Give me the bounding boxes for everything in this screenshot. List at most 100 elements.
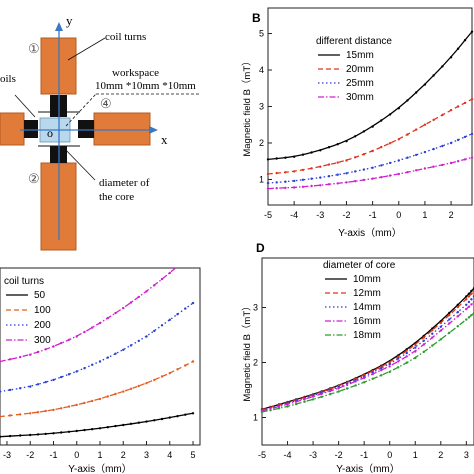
data-point	[91, 399, 94, 403]
data-point	[397, 107, 400, 110]
legend-title: different distance	[316, 36, 392, 47]
data-point	[29, 353, 32, 356]
x-tick-label: 5	[191, 450, 196, 460]
data-point	[380, 367, 383, 370]
data-point	[371, 177, 374, 180]
data-point	[275, 187, 278, 190]
data-point	[114, 311, 117, 315]
data-point	[470, 303, 473, 306]
data-point	[345, 140, 348, 143]
y-tick-label: 1	[259, 174, 264, 184]
data-point	[303, 398, 306, 401]
data-point	[52, 432, 55, 435]
data-point	[19, 413, 22, 416]
data-point	[337, 390, 340, 393]
chart-panel-d: -5 -4 -3 -2 -1 0 1 2 3 1 2 3 Y-axis（mm） Magnetic fiel…	[241, 241, 474, 474]
data-point	[336, 182, 339, 185]
data-point	[345, 181, 348, 184]
data-point	[286, 405, 289, 408]
data-point	[470, 30, 474, 33]
data-point	[371, 149, 374, 153]
data-point	[463, 158, 467, 161]
data-point	[449, 56, 453, 59]
series-line-18mm	[262, 312, 474, 413]
data-point	[44, 432, 47, 436]
data-point	[441, 113, 444, 117]
series-line-20mm	[268, 98, 472, 175]
data-point	[160, 277, 164, 281]
data-point	[463, 39, 467, 42]
legend-entry: 300	[34, 335, 51, 346]
data-point	[60, 407, 63, 410]
data-point	[176, 313, 179, 316]
data-point	[345, 159, 348, 162]
data-point	[456, 325, 459, 328]
data-point	[67, 338, 71, 341]
data-point	[176, 368, 179, 371]
y-axis-arrow	[55, 22, 63, 31]
data-point	[362, 153, 366, 156]
x-tick-label: 1	[413, 450, 418, 460]
data-point	[319, 149, 322, 152]
data-point	[145, 335, 148, 338]
data-point	[311, 398, 315, 401]
data-point	[75, 403, 78, 407]
data-point	[336, 143, 339, 146]
data-point	[470, 314, 473, 317]
data-point	[29, 412, 32, 415]
data-point	[441, 163, 444, 167]
data-point	[423, 123, 427, 126]
legend-entry: 10mm	[353, 274, 381, 285]
coil-2-label: ②	[28, 171, 40, 186]
data-point	[327, 175, 331, 178]
data-point	[354, 380, 357, 383]
data-point	[371, 125, 374, 128]
data-point	[319, 165, 322, 168]
core-left	[24, 120, 38, 138]
data-point	[168, 271, 171, 275]
data-point	[439, 329, 442, 332]
data-point	[354, 135, 357, 138]
data-point	[44, 348, 47, 351]
data-point	[337, 387, 340, 390]
data-point	[456, 303, 459, 306]
data-point	[168, 318, 171, 321]
data-point	[176, 415, 179, 418]
data-point	[145, 290, 148, 293]
data-point	[19, 387, 22, 390]
data-point	[129, 301, 133, 304]
data-point	[415, 169, 418, 172]
workspace-4-label: ④	[100, 96, 112, 111]
data-point	[153, 329, 156, 333]
data-point	[294, 402, 298, 406]
coil-1-label: ①	[28, 41, 40, 56]
data-point	[106, 316, 110, 320]
data-point	[83, 330, 86, 334]
data-point	[448, 311, 451, 315]
data-point	[320, 395, 323, 398]
data-point	[345, 383, 349, 387]
data-point	[266, 187, 270, 190]
data-point	[277, 407, 281, 410]
legend: different distance 15mm 20mm 25mm 30mm	[316, 36, 392, 103]
data-point	[432, 118, 435, 122]
data-point	[293, 186, 296, 189]
data-point	[0, 415, 2, 418]
data-point	[114, 352, 117, 355]
data-point	[184, 307, 187, 310]
data-point	[456, 310, 459, 314]
data-point	[388, 142, 392, 145]
data-point	[465, 295, 468, 298]
coil-turns-label: coil turns	[105, 31, 146, 43]
legend-entry: 14mm	[353, 302, 381, 313]
x-tick-label: -5	[258, 450, 266, 460]
x-axis-arrow	[149, 126, 158, 134]
data-point	[414, 350, 417, 353]
x-tick-label: 0	[396, 210, 401, 220]
data-point	[75, 370, 78, 373]
data-point	[145, 420, 148, 423]
data-point	[184, 413, 187, 416]
data-point	[415, 91, 418, 94]
data-point	[44, 409, 47, 413]
